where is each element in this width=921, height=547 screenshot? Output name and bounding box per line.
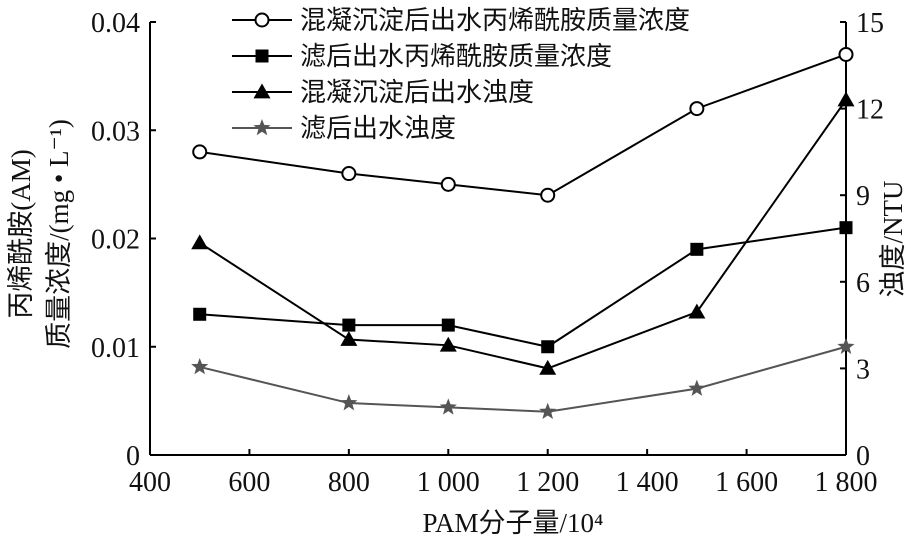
series-2-line [199, 226, 847, 348]
series-1-point [192, 144, 208, 160]
y-left-tick-label: 0 [126, 441, 140, 472]
y-right-tick-label: 9 [856, 181, 870, 212]
series-3-line [199, 99, 847, 370]
x-tick-label: 1 400 [616, 467, 679, 498]
series-3-point [439, 336, 457, 352]
y-left-tick-label: 0.04 [91, 8, 140, 39]
series-3-point [539, 359, 557, 375]
legend-label-1: 混凝沉淀后出水丙烯酰胺质量浓度 [300, 6, 690, 36]
y-axis-right-title: 浊度/NTU [878, 181, 908, 298]
series-2-point [690, 242, 704, 256]
series-layer [191, 46, 855, 419]
legend-label-3: 混凝沉淀后出水浊度 [300, 78, 534, 108]
series-1-point [838, 46, 854, 62]
series-2-point [441, 318, 455, 332]
legend-label-4: 滤后出水浊度 [300, 114, 456, 144]
legend-label-2: 滤后出水丙烯酰胺质量浓度 [300, 42, 612, 72]
legend-marker-4 [253, 119, 271, 136]
y-right-tick-label: 6 [856, 268, 870, 299]
y-left-tick-label: 0.01 [91, 333, 140, 364]
series-1-line [199, 53, 847, 197]
series-3 [191, 91, 855, 375]
axes: 400 600 800 1 000 1 200 1 400 1 600 1 80000.010… [91, 8, 884, 498]
series-2 [193, 221, 853, 354]
y-right-tick-label: 15 [856, 8, 884, 39]
legend-marker-1 [254, 12, 270, 28]
series-1-point [540, 187, 556, 203]
series-4-point [539, 402, 557, 419]
series-4 [191, 337, 855, 419]
y-right-tick-label: 3 [856, 354, 870, 385]
y-left-tick-label: 0.03 [91, 116, 140, 147]
y-axis-left-title-line1: 丙烯酰胺(AM) [6, 149, 36, 319]
x-tick-label: 1 000 [417, 467, 480, 498]
y-right-tick-label: 12 [856, 95, 884, 126]
series-3-point [837, 91, 855, 107]
y-left-tick-label: 0.02 [91, 225, 140, 256]
legend-marker-2 [255, 49, 269, 63]
series-2-point [342, 318, 356, 332]
series-2-point [839, 221, 853, 235]
x-tick-label: 600 [228, 467, 270, 498]
x-tick-label: 400 [129, 467, 171, 498]
series-3-point [340, 331, 358, 346]
series-1-point [440, 176, 456, 192]
series-4-point [340, 394, 358, 411]
series-4-point [439, 398, 457, 415]
x-tick-label: 1 600 [715, 467, 778, 498]
series-4-line [199, 345, 847, 413]
series-2-point [193, 307, 207, 321]
legend-marker-3 [253, 83, 271, 99]
series-1-point [689, 101, 705, 117]
legend: 混凝沉淀后出水丙烯酰胺质量浓度滤后出水丙烯酰胺质量浓度混凝沉淀后出水浊度滤后出水… [232, 6, 690, 144]
series-1-point [341, 166, 357, 182]
x-tick-label: 1 200 [516, 467, 579, 498]
series-3-point [191, 234, 209, 250]
x-tick-label: 1 800 [815, 467, 878, 498]
y-axis-left-title-line2: 质量浓度/(mg • L⁻¹) [44, 119, 74, 349]
series-3-point [688, 303, 706, 319]
series-2-point [541, 340, 555, 354]
x-axis-title: PAM分子量/10⁴ [423, 508, 604, 538]
series-4-point [191, 357, 209, 375]
series-4-point [837, 337, 855, 355]
y-right-tick-label: 0 [856, 441, 870, 472]
x-tick-label: 800 [328, 467, 370, 498]
series-1 [192, 46, 854, 203]
series-4-point [688, 379, 706, 396]
